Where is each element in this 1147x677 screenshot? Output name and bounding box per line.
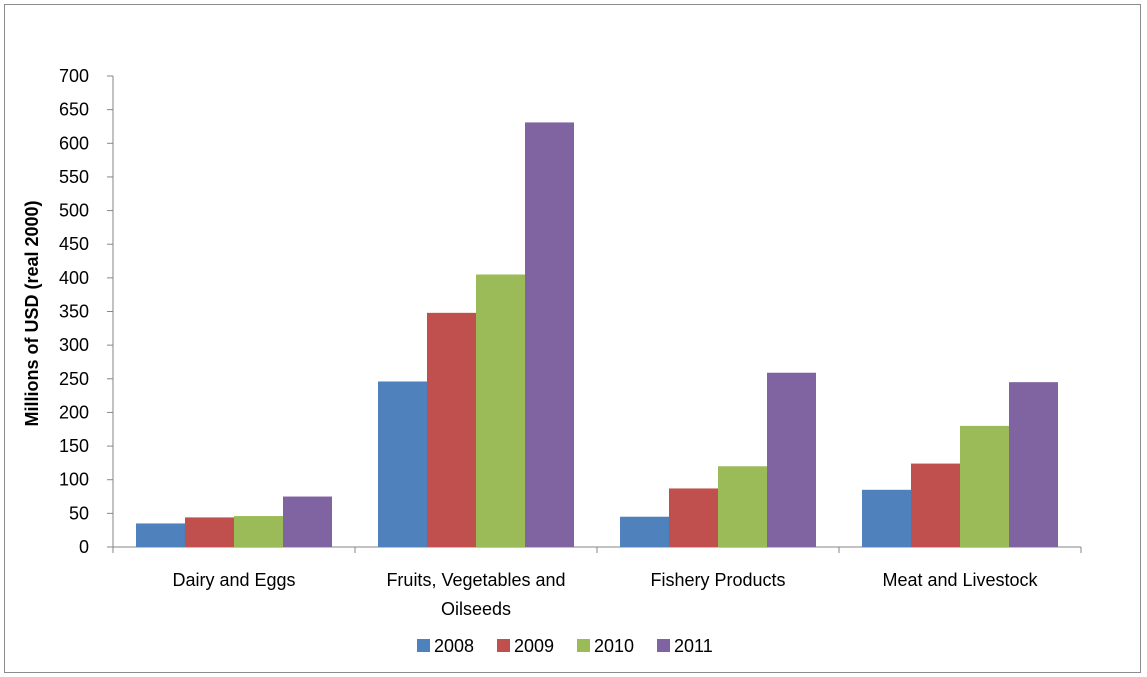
y-tick-label: 250 <box>59 369 89 389</box>
bar-2010-3 <box>960 425 1010 547</box>
y-tick-label: 650 <box>59 100 89 120</box>
bar-2008-2 <box>619 516 669 547</box>
y-tick-label: 50 <box>69 503 89 523</box>
legend-swatch-2011 <box>657 639 670 652</box>
y-tick-label: 500 <box>59 201 89 221</box>
legend-swatch-2010 <box>577 639 590 652</box>
y-tick-label: 300 <box>59 335 89 355</box>
legend-swatch-2008 <box>417 639 430 652</box>
bar-2011-0 <box>283 496 333 547</box>
x-category-label: Fruits, Vegetables and <box>386 570 565 590</box>
y-tick-label: 700 <box>59 66 89 86</box>
y-tick-label: 350 <box>59 302 89 322</box>
bar-2010-0 <box>234 516 284 547</box>
bar-2010-1 <box>476 274 526 547</box>
bar-2011-3 <box>1009 382 1059 547</box>
y-tick-label: 400 <box>59 268 89 288</box>
bar-2008-0 <box>135 523 185 547</box>
y-tick-label: 0 <box>79 537 89 557</box>
x-category-label: Oilseeds <box>441 599 511 619</box>
bar-2008-1 <box>377 381 427 547</box>
y-tick-label: 100 <box>59 470 89 490</box>
bar-2008-3 <box>861 489 911 547</box>
y-tick-label: 550 <box>59 167 89 187</box>
bar-2009-0 <box>184 517 234 547</box>
y-tick-label: 450 <box>59 234 89 254</box>
x-axis: Dairy and Eggs Fruits, Vegetables and Oils… <box>112 546 1082 619</box>
y-axis-title: Millions of USD (real 2000) <box>22 200 42 426</box>
x-category-label: Fishery Products <box>650 570 785 590</box>
bar-2009-3 <box>910 463 960 547</box>
y-tick-label: 600 <box>59 133 89 153</box>
y-tick-label: 200 <box>59 402 89 422</box>
legend-label-2011: 2011 <box>674 636 713 656</box>
legend: 2008 2009 2010 2011 <box>417 636 713 656</box>
legend-label-2008: 2008 <box>434 636 474 656</box>
x-category-label: Dairy and Eggs <box>172 570 295 590</box>
bars <box>135 122 1059 548</box>
y-axis: 0 50 100 150 200 250 300 350 400 450 500 550 600 650 7… <box>59 66 114 557</box>
x-category-label: Meat and Livestock <box>882 570 1038 590</box>
bar-2011-2 <box>767 372 817 547</box>
bar-2010-2 <box>718 466 768 547</box>
bar-2009-2 <box>668 488 718 547</box>
legend-label-2009: 2009 <box>514 636 554 656</box>
bar-2009-1 <box>426 312 476 547</box>
legend-label-2010: 2010 <box>594 636 634 656</box>
bar-2011-1 <box>525 122 575 548</box>
y-tick-label: 150 <box>59 436 89 456</box>
legend-swatch-2009 <box>497 639 510 652</box>
